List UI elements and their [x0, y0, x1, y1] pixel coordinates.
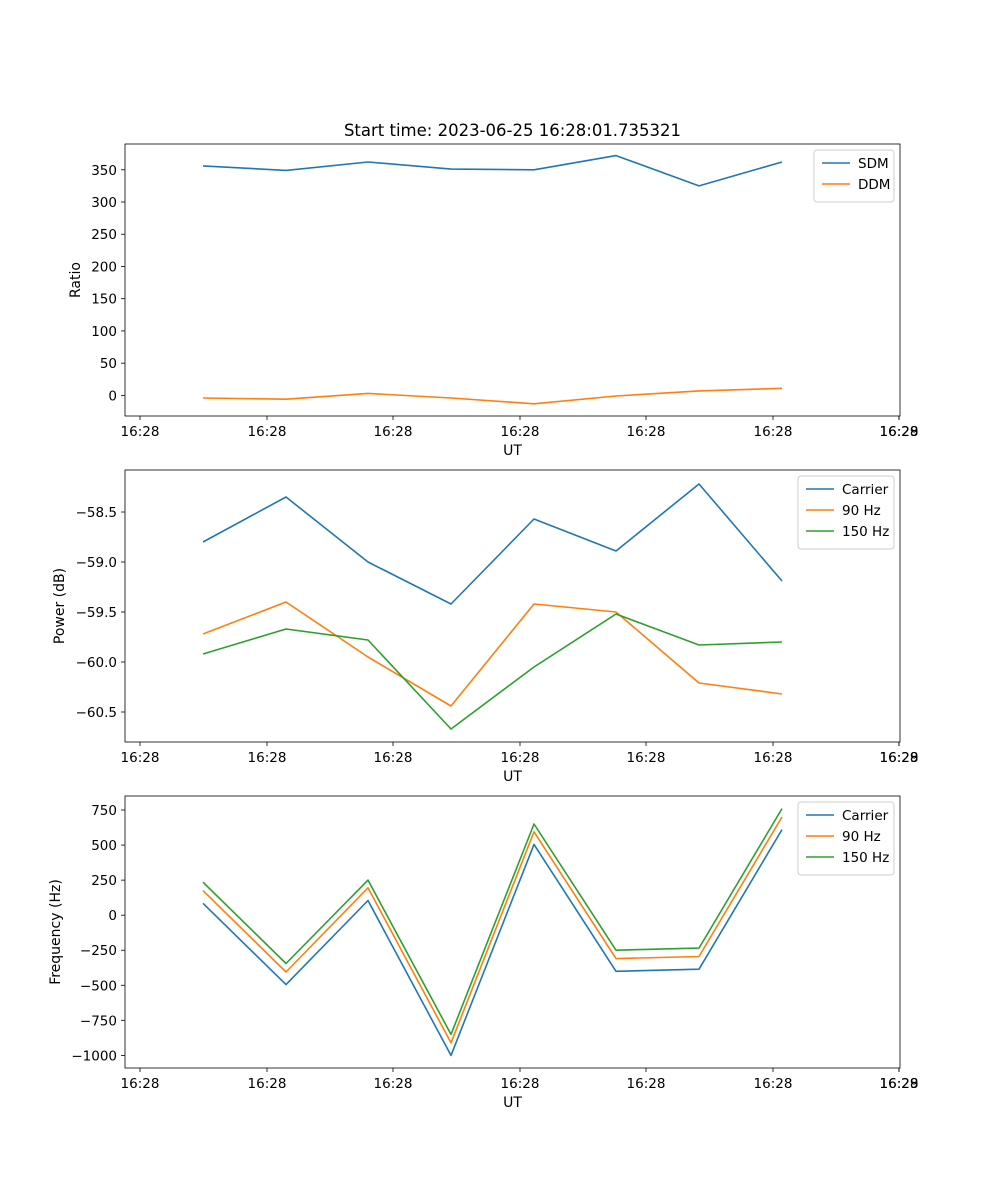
legend-label: 150 Hz	[842, 524, 889, 540]
axes-frame	[124, 469, 901, 743]
y-tick-label: −500	[80, 978, 117, 994]
frequency-panel: 16:28 16:28 16:28 16:28 16:28 16:28 16:2816:29…	[48, 795, 919, 1111]
legend-label: DDM	[858, 177, 890, 193]
y-tick-label: −60.5	[76, 705, 117, 721]
x-tick-label: 16:28	[121, 424, 160, 440]
x-tick-label: 16:28	[374, 1076, 413, 1092]
legend-label: SDM	[858, 156, 889, 172]
x-tick-label: 16:28	[501, 750, 540, 766]
x-tick-label: 16:28	[248, 1076, 287, 1092]
legend-label: 150 Hz	[842, 850, 889, 866]
x-tick-label: 16:28	[627, 424, 666, 440]
x-tick-label: 16:28	[374, 750, 413, 766]
y-axis-label: Power (dB)	[52, 568, 68, 644]
x-tick-label: 16:28	[754, 1076, 793, 1092]
y-tick-label: 300	[91, 195, 117, 211]
y-tick-label: 150	[91, 292, 117, 308]
x-tick-label: 16:28	[754, 750, 793, 766]
legend-label: 90 Hz	[842, 503, 881, 519]
y-tick-label: −58.5	[76, 505, 117, 521]
x-tick-label: 16:28	[374, 424, 413, 440]
axes-frame	[124, 795, 901, 1069]
legend-label: 90 Hz	[842, 829, 881, 845]
y-tick-label: 750	[91, 803, 117, 819]
y-tick-label: 0	[108, 908, 117, 924]
y-tick-label: 250	[91, 227, 117, 243]
x-tick-label: 16:29	[880, 750, 919, 766]
y-tick-label: −59.0	[76, 555, 117, 571]
axes-frame	[124, 143, 901, 417]
series-line-sdm	[202, 154, 783, 187]
x-tick-label: 16:28	[121, 1076, 160, 1092]
legend-label: Carrier	[842, 808, 889, 824]
legend: SDM DDM	[813, 149, 895, 203]
x-tick-label: 16:28	[501, 1076, 540, 1092]
legend: Carrier 90 Hz 150 Hz	[797, 801, 895, 876]
legend: Carrier 90 Hz 150 Hz	[797, 475, 895, 550]
y-axis-label: Ratio	[68, 262, 84, 298]
power-panel: 16:28 16:28 16:28 16:28 16:28 16:28 16:2816:29…	[52, 469, 919, 785]
x-axis-label: UT	[503, 769, 522, 785]
series-line-ddm	[202, 387, 783, 405]
y-tick-label: −250	[80, 943, 117, 959]
y-tick-label: 100	[91, 324, 117, 340]
chart-title: Start time: 2023-06-25 16:28:01.735321	[344, 121, 681, 140]
y-axis-label: Frequency (Hz)	[48, 879, 64, 985]
y-tick-label: 0	[108, 388, 117, 404]
y-tick-label: 250	[91, 873, 117, 889]
series-line-90-hz	[202, 816, 783, 1044]
y-tick-label: −1000	[71, 1048, 117, 1064]
x-tick-label: 16:28	[248, 750, 287, 766]
y-tick-label: −750	[80, 1013, 117, 1029]
x-axis-label: UT	[503, 1095, 522, 1111]
y-tick-label: 50	[100, 356, 117, 372]
x-tick-label: 16:28	[121, 750, 160, 766]
x-tick-label: 16:28	[754, 424, 793, 440]
x-tick-label: 16:29	[880, 1076, 919, 1092]
y-tick-label: −60.0	[76, 655, 117, 671]
legend-label: Carrier	[842, 482, 889, 498]
series-line-150-hz	[202, 808, 783, 1036]
y-tick-label: −59.5	[76, 605, 117, 621]
x-tick-label: 16:28	[880, 424, 919, 440]
x-tick-label: 16:28	[627, 750, 666, 766]
series-line-carrier	[202, 829, 783, 1057]
x-tick-label: 16:28	[501, 424, 540, 440]
x-tick-label: 16:28	[248, 424, 287, 440]
x-tick-label: 16:28	[627, 1076, 666, 1092]
y-tick-label: 350	[91, 163, 117, 179]
series-line-150-hz	[202, 613, 783, 730]
x-tick-label: 16:28	[880, 1076, 919, 1092]
x-axis-label: UT	[503, 443, 522, 459]
y-tick-label: 200	[91, 259, 117, 275]
x-tick-label: 16:28	[880, 750, 919, 766]
ratio-panel: 16:28 16:28 16:28 16:28 16:28 16:28 16:2816:29…	[68, 121, 918, 459]
series-line-carrier	[202, 483, 783, 605]
y-tick-label: 500	[91, 838, 117, 854]
series-line-90-hz	[202, 601, 783, 707]
x-tick-label: 16:29	[880, 424, 919, 440]
